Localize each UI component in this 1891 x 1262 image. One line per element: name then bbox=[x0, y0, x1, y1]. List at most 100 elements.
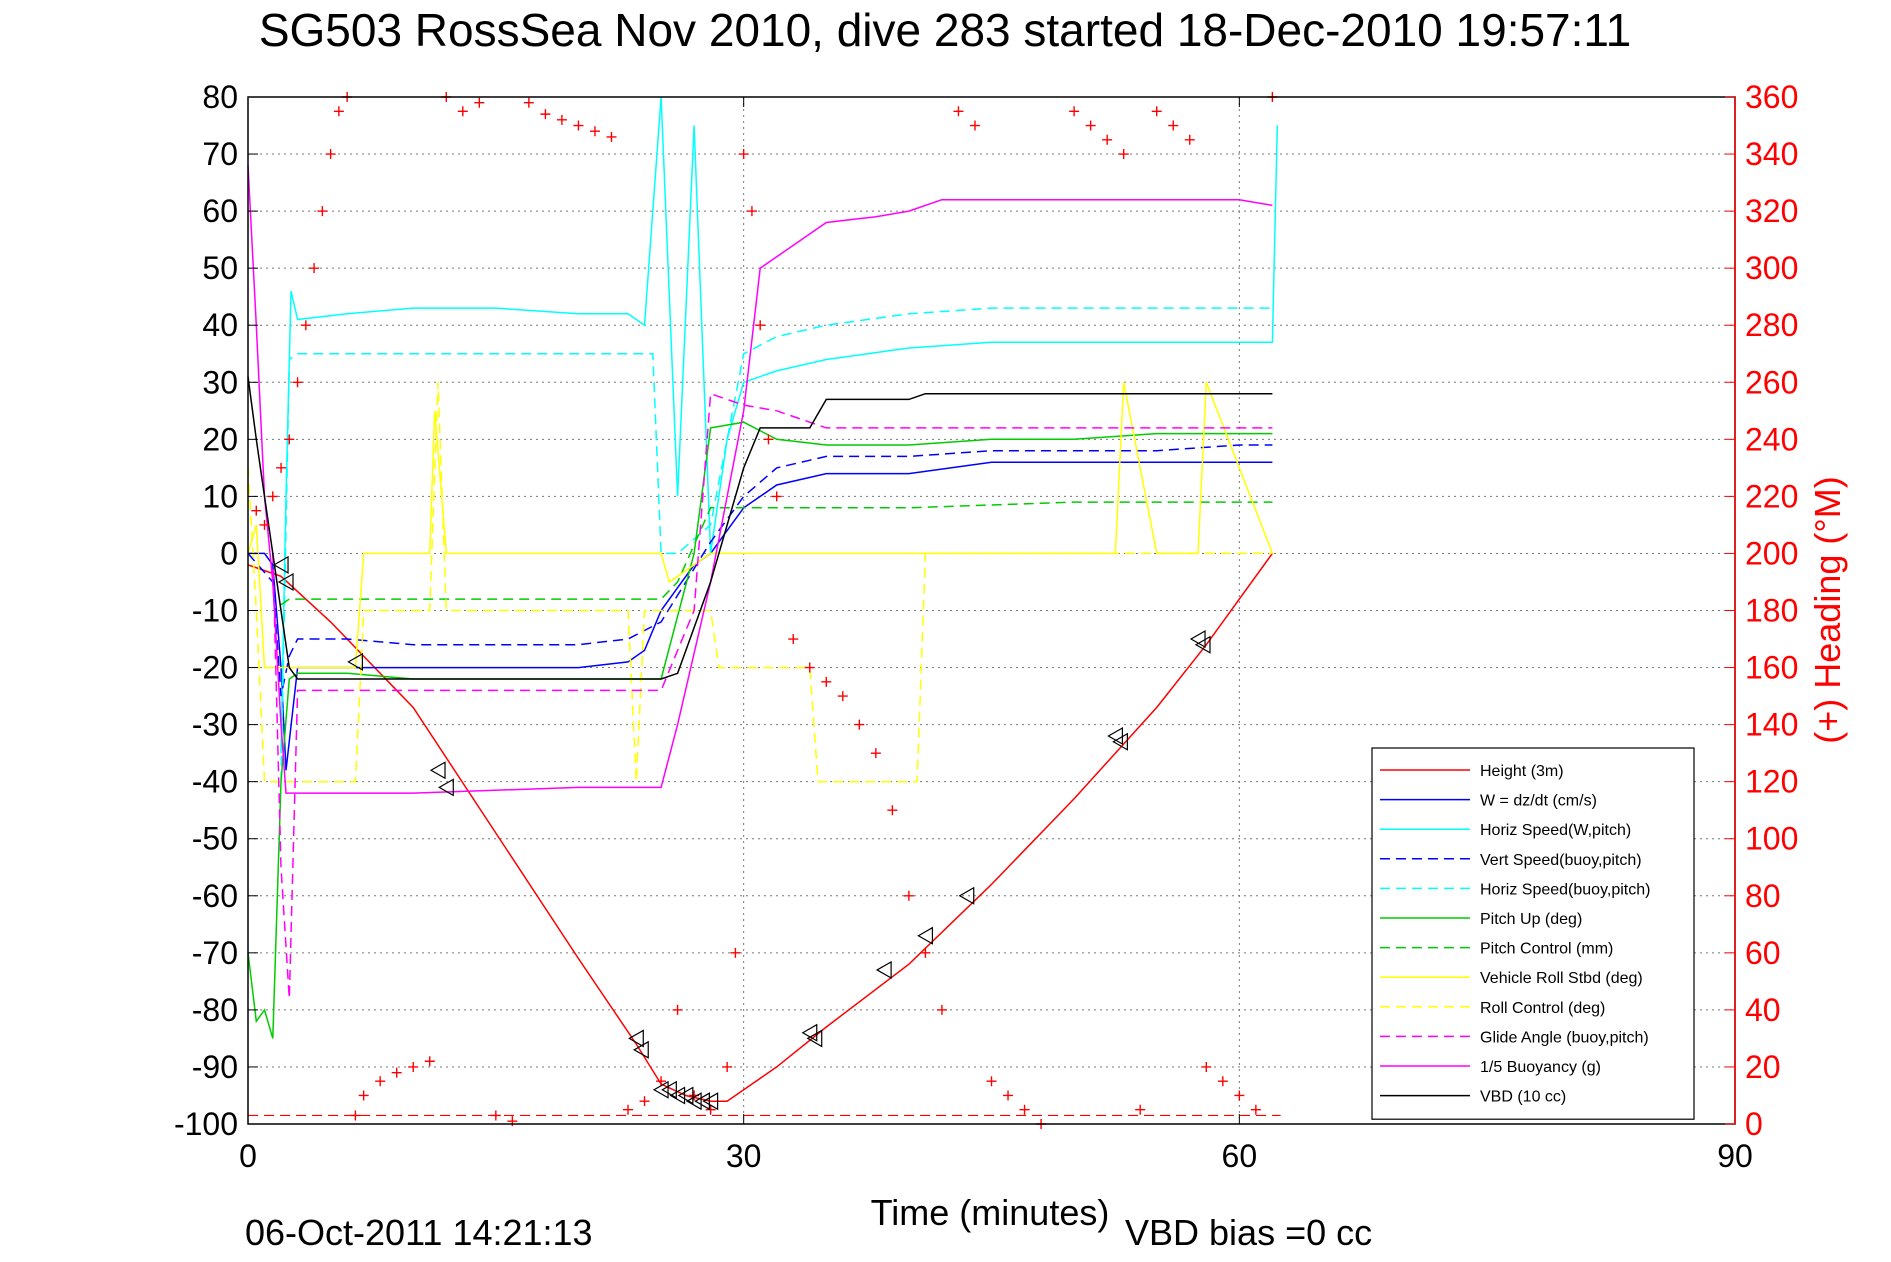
heading-point bbox=[639, 1096, 650, 1107]
heading-point bbox=[556, 114, 567, 125]
legend-label: Horiz Speed(W,pitch) bbox=[1480, 822, 1631, 839]
y-axis-right-label: (+) Heading (°M) bbox=[1807, 476, 1848, 743]
chart-title: SG503 RossSea Nov 2010, dive 283 started… bbox=[259, 4, 1631, 56]
triangle-marker bbox=[694, 1092, 710, 1111]
y-tick-label: -90 bbox=[192, 1049, 238, 1085]
x-tick-label: 90 bbox=[1717, 1138, 1753, 1174]
y-right-tick-label: 80 bbox=[1745, 878, 1781, 914]
legend: Height (3m) W = dz/dt (cm/s) Horiz Speed(W… bbox=[1371, 747, 1695, 1120]
y-tick-label: 30 bbox=[202, 364, 238, 400]
y-right-tick-label: 300 bbox=[1745, 250, 1798, 286]
heading-point bbox=[391, 1067, 402, 1078]
heading-point bbox=[375, 1076, 386, 1087]
heading-point bbox=[284, 434, 295, 445]
heading-point bbox=[755, 320, 766, 331]
series-line-4 bbox=[247, 444, 1273, 697]
legend-label: VBD (10 cc) bbox=[1480, 1089, 1566, 1106]
heading-point bbox=[251, 505, 262, 516]
heading-point bbox=[424, 1056, 435, 1067]
series-line-3 bbox=[280, 96, 1279, 754]
heading-scatter-layer bbox=[251, 92, 1278, 1129]
y-right-tick-label: 140 bbox=[1745, 707, 1798, 743]
y-right-tick-label: 280 bbox=[1745, 307, 1798, 343]
heading-point bbox=[1184, 134, 1195, 145]
heading-point bbox=[259, 519, 270, 530]
heading-point bbox=[1135, 1104, 1146, 1115]
y-tick-label: 40 bbox=[202, 307, 238, 343]
triangle-marker bbox=[1112, 732, 1128, 751]
y-tick-label: -30 bbox=[192, 707, 238, 743]
heading-point bbox=[1085, 120, 1096, 131]
heading-point bbox=[623, 1104, 634, 1115]
triangle-marker bbox=[652, 1080, 669, 1099]
legend-label: Roll Control (deg) bbox=[1480, 1000, 1605, 1017]
heading-point bbox=[804, 662, 815, 673]
y-right-tick-label: 100 bbox=[1745, 821, 1798, 857]
heading-point bbox=[606, 131, 617, 142]
heading-point bbox=[1201, 1061, 1212, 1072]
legend-box bbox=[1371, 747, 1695, 1120]
heading-point bbox=[325, 149, 336, 160]
y-axis-right: 3603403203002802602402202001801601401201… bbox=[1725, 79, 1798, 1142]
y-right-tick-label: 360 bbox=[1745, 79, 1798, 115]
y-right-tick-label: 220 bbox=[1745, 478, 1798, 514]
heading-point bbox=[1217, 1076, 1228, 1087]
legend-label: W = dz/dt (cm/s) bbox=[1480, 793, 1597, 810]
y-tick-label: 0 bbox=[220, 535, 238, 571]
heading-point bbox=[1118, 149, 1129, 160]
y-tick-label: -50 bbox=[192, 821, 238, 857]
heading-point bbox=[821, 676, 832, 687]
heading-point bbox=[1102, 134, 1113, 145]
heading-point bbox=[763, 434, 774, 445]
series-layer bbox=[247, 96, 1281, 1117]
y-right-tick-label: 40 bbox=[1745, 992, 1781, 1028]
heading-point bbox=[1069, 106, 1080, 117]
heading-point bbox=[589, 126, 600, 137]
series-line-2 bbox=[248, 461, 1273, 771]
heading-point bbox=[672, 1004, 683, 1015]
triangle-marker bbox=[438, 778, 454, 797]
y-tick-label: -70 bbox=[192, 935, 238, 971]
heading-point bbox=[292, 377, 303, 388]
heading-point bbox=[457, 106, 468, 117]
legend-label: Height (3m) bbox=[1480, 763, 1564, 780]
y-tick-label: 70 bbox=[202, 136, 238, 172]
legend-label: Pitch Control (mm) bbox=[1480, 941, 1613, 958]
x-tick-label: 0 bbox=[239, 1138, 257, 1174]
heading-point bbox=[358, 1090, 369, 1101]
legend-label: Glide Angle (buoy,pitch) bbox=[1480, 1029, 1649, 1046]
y-right-tick-label: 180 bbox=[1745, 593, 1798, 629]
y-tick-label: 10 bbox=[202, 478, 238, 514]
legend-label: Vehicle Roll Stbd (deg) bbox=[1480, 970, 1643, 987]
heading-point bbox=[474, 97, 485, 108]
series-line-5 bbox=[280, 307, 1273, 782]
heading-point bbox=[540, 109, 551, 120]
triangle-marker bbox=[429, 761, 446, 780]
heading-point bbox=[408, 1061, 419, 1072]
legend-label: Pitch Up (deg) bbox=[1480, 911, 1582, 928]
triangle-marker bbox=[633, 1040, 649, 1059]
y-axis-left: 80 70 60 50 40 30 20 10 0 -10 -20 -30 -40 -50 -60 -70 -8… bbox=[174, 79, 258, 1142]
heading-point bbox=[350, 1110, 361, 1121]
series-line-7 bbox=[280, 501, 1273, 606]
heading-point bbox=[870, 748, 881, 759]
y-tick-label: -20 bbox=[192, 650, 238, 686]
footer-vbd-bias: VBD bias =0 cc bbox=[1125, 1212, 1372, 1253]
heading-point bbox=[746, 206, 757, 217]
heading-point bbox=[730, 947, 741, 958]
triangle-marker-layer bbox=[272, 555, 1211, 1111]
series-line-1 bbox=[247, 552, 1274, 1102]
y-right-tick-label: 0 bbox=[1745, 1106, 1763, 1142]
series-line-8 bbox=[247, 382, 1274, 669]
y-right-tick-label: 20 bbox=[1745, 1049, 1781, 1085]
heading-point bbox=[490, 1110, 501, 1121]
y-tick-label: 60 bbox=[202, 193, 238, 229]
heading-point bbox=[936, 1004, 947, 1015]
y-tick-label: -10 bbox=[192, 593, 238, 629]
heading-point bbox=[1019, 1104, 1030, 1115]
series-line-9 bbox=[247, 382, 1273, 783]
heading-point bbox=[1003, 1090, 1014, 1101]
heading-point bbox=[267, 491, 278, 502]
y-tick-label: -40 bbox=[192, 764, 238, 800]
heading-point bbox=[788, 634, 799, 645]
